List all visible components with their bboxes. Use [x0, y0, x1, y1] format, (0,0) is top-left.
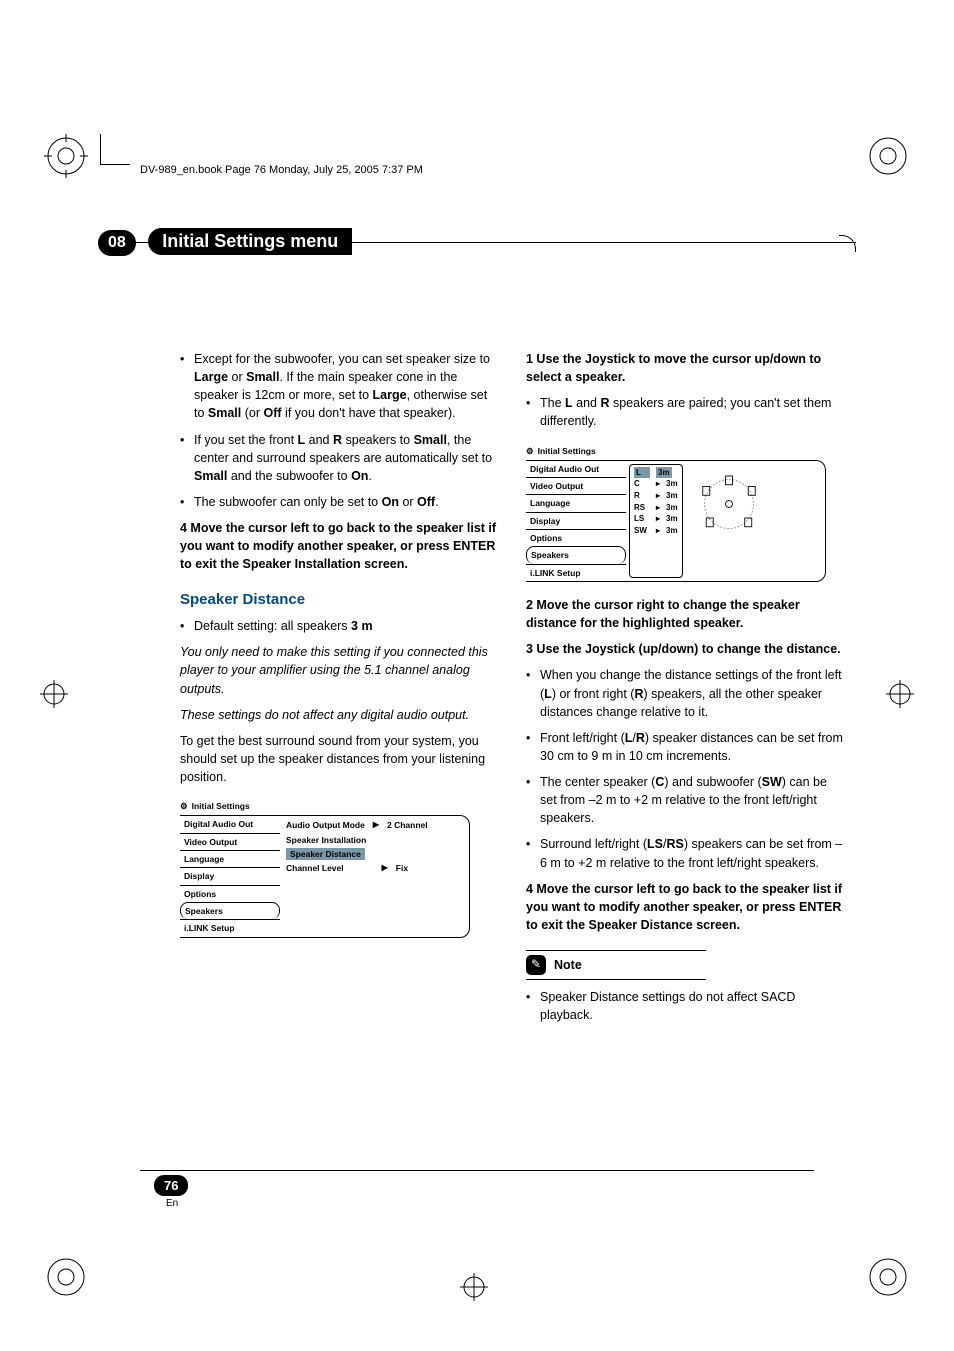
page-number: 76	[154, 1175, 188, 1196]
crop-line	[100, 164, 130, 165]
step-2: 2 Move the cursor right to change the sp…	[526, 596, 844, 632]
registration-mark	[886, 680, 914, 708]
chapter-title: Initial Settings menu	[148, 228, 352, 255]
crop-line	[100, 134, 101, 164]
registration-mark	[40, 680, 68, 708]
page-lang: En	[166, 1198, 178, 1209]
footer-rule	[140, 1170, 814, 1171]
right-column: 1 Use the Joystick to move the cursor up…	[526, 350, 844, 1032]
bullet-default: Default setting: all speakers 3 m	[180, 617, 498, 635]
gear-mark	[866, 134, 910, 178]
menu-item-selected: Speakers	[180, 902, 280, 919]
bullet-front-lr: If you set the front L and R speakers to…	[180, 431, 498, 485]
menu-item: Options	[526, 529, 626, 546]
menu-item: Options	[180, 885, 280, 902]
gear-icon: ⚙	[526, 445, 534, 457]
running-head: DV-989_en.book Page 76 Monday, July 25, …	[140, 164, 423, 176]
settings-screenshot-1: ⚙ Initial Settings Digital Audio Out Vid…	[180, 800, 470, 938]
chapter-header: 08 Initial Settings menu	[98, 228, 856, 256]
settings-title: Initial Settings	[192, 800, 250, 812]
speaker-layout-icon	[689, 464, 769, 544]
menu-item: Video Output	[526, 477, 626, 494]
menu-item: Digital Audio Out	[180, 815, 280, 832]
italic-note-1: You only need to make this setting if yo…	[180, 643, 498, 697]
menu-item-selected: Speakers	[526, 546, 626, 563]
step-4-distance: 4 Move the cursor left to go back to the…	[526, 880, 844, 934]
note-bullet: Speaker Distance settings do not affect …	[526, 988, 844, 1024]
gear-mark	[44, 134, 88, 178]
sd-intro: To get the best surround sound from your…	[180, 732, 498, 786]
bullet-3c: The center speaker (C) and subwoofer (SW…	[526, 773, 844, 827]
menu-item: i.LINK Setup	[526, 564, 626, 582]
menu-item: Language	[180, 850, 280, 867]
step-3: 3 Use the Joystick (up/down) to change t…	[526, 640, 844, 658]
settings-title: Initial Settings	[538, 445, 596, 457]
menu-item: Display	[526, 512, 626, 529]
menu-item: Language	[526, 494, 626, 511]
gear-mark	[44, 1255, 88, 1299]
bullet-size: Except for the subwoofer, you can set sp…	[180, 350, 498, 423]
bullet-subwoofer: The subwoofer can only be set to On or O…	[180, 493, 498, 511]
bullet-3b: Front left/right (L/R) speaker distances…	[526, 729, 844, 765]
step-1: 1 Use the Joystick to move the cursor up…	[526, 350, 844, 386]
note-label: Note	[554, 956, 582, 974]
pencil-icon: ✎	[526, 955, 546, 975]
step-4-installation: 4 Move the cursor left to go back to the…	[180, 519, 498, 573]
italic-note-2: These settings do not affect any digital…	[180, 706, 498, 724]
bullet-3d: Surround left/right (LS/RS) speakers can…	[526, 835, 844, 871]
settings-screenshot-2: ⚙ Initial Settings Digital Audio Out Vid…	[526, 445, 826, 583]
registration-mark	[460, 1273, 488, 1301]
menu-item: Video Output	[180, 833, 280, 850]
bullet-lr-paired: The L and R speakers are paired; you can…	[526, 394, 844, 430]
gear-icon: ⚙	[180, 800, 188, 812]
note-header: ✎ Note	[526, 950, 706, 980]
left-column: Except for the subwoofer, you can set sp…	[180, 350, 498, 1032]
distance-table: L3m C▸3m R▸3m RS▸3m LS▸3m SW▸3m	[629, 464, 683, 578]
gear-mark	[866, 1255, 910, 1299]
menu-item: Digital Audio Out	[526, 460, 626, 477]
speaker-distance-heading: Speaker Distance	[180, 589, 498, 611]
menu-item: Display	[180, 867, 280, 884]
menu-item: i.LINK Setup	[180, 919, 280, 937]
chapter-number: 08	[98, 230, 136, 256]
bullet-3a: When you change the distance settings of…	[526, 666, 844, 720]
